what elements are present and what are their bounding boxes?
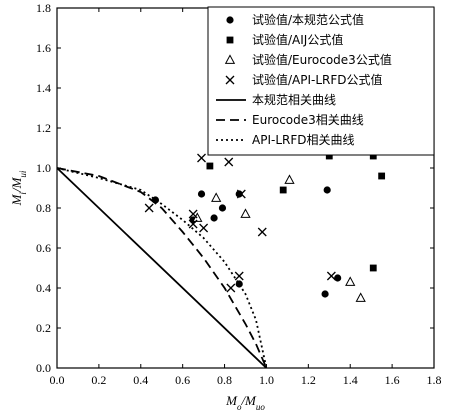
cross-marker-stroke (226, 283, 236, 293)
legend-entry-label: API-LRFD相关曲线 (252, 133, 354, 147)
cross-marker-stroke (199, 223, 209, 233)
x-tick-label: 0.0 (50, 373, 65, 387)
x-tick-label: 1.4 (343, 373, 358, 387)
legend-entry-label: Eurocode3相关曲线 (252, 113, 364, 127)
x-tick-label: 1.0 (259, 373, 274, 387)
solid-curve (56, 167, 268, 369)
square-marker (369, 264, 377, 272)
triangle-marker (224, 54, 236, 64)
cross-marker-stroke (188, 219, 198, 229)
legend-entry-label: 试验值/Eurocode3公式值 (252, 52, 392, 67)
y-tick-label: 1.6 (36, 41, 51, 55)
circle-marker (197, 190, 206, 198)
y-axis-label: Mi/Mui (9, 170, 28, 206)
y-tick-label: 0.2 (36, 321, 51, 335)
y-tick-label: 1.2 (36, 121, 51, 135)
y-tick-label: 0.8 (36, 201, 51, 215)
x-tick-label: 0.4 (133, 373, 148, 387)
cross-marker-stroke (257, 227, 267, 237)
circle-marker (218, 204, 227, 212)
cross-marker-stroke (236, 189, 246, 199)
cross-marker-stroke (234, 271, 244, 281)
x-tick-label: 0.8 (217, 373, 232, 387)
square-marker (369, 152, 377, 160)
circle-marker (210, 214, 218, 222)
square-marker (279, 186, 287, 194)
x-tick-label: 0.6 (175, 373, 190, 387)
triangle-marker (284, 174, 295, 184)
circle-marker (323, 186, 331, 194)
square-marker (206, 162, 214, 170)
square-marker (226, 36, 234, 44)
legend-entry-label: 本规范相关曲线 (252, 92, 336, 107)
triangle-marker (355, 292, 366, 302)
data-points (144, 146, 411, 302)
x-tick-label: 1.8 (427, 373, 442, 387)
cross-marker-stroke (225, 75, 235, 85)
x-tick-label: 1.2 (301, 373, 316, 387)
square-marker (325, 152, 333, 160)
legend: 试验值/本规范公式值试验值/AIJ公式值试验值/Eurocode3公式值试验值/… (207, 6, 435, 156)
circle-marker (226, 16, 234, 24)
cross-marker-stroke (326, 271, 336, 281)
cross-marker-stroke (144, 203, 154, 213)
triangle-marker (240, 208, 251, 218)
y-tick-label: 1.4 (36, 81, 51, 95)
cross-marker-stroke (188, 209, 198, 219)
axis-ticks: 0.0 0.2 0.4 0.6 0.8 1.0 1.2 1.4 1.6 1.8 0.0 0.2 0.4 0… (36, 1, 442, 387)
dashed-curve (56, 167, 268, 369)
triangle-marker (345, 276, 356, 286)
cross-marker-stroke (197, 153, 206, 163)
y-tick-label: 1.0 (36, 161, 51, 175)
circle-marker (321, 290, 329, 298)
circle-marker (151, 196, 160, 204)
x-axis-label: Mo/Muo (225, 393, 265, 412)
circle-marker (334, 274, 342, 282)
x-tick-label: 1.6 (385, 373, 400, 387)
correlation-curves (56, 167, 268, 369)
square-marker (378, 172, 386, 180)
circle-marker (235, 280, 243, 288)
y-tick-label: 0.4 (36, 281, 51, 295)
axis-labels: Mo/Muo Mi/Mui (9, 170, 265, 412)
x-tick-label: 0.2 (91, 373, 106, 387)
y-tick-label: 0.6 (36, 241, 51, 255)
y-tick-label: 1.8 (36, 1, 51, 15)
circle-marker (235, 190, 243, 198)
legend-entry-label: 试验值/API-LRFD公式值 (252, 72, 383, 87)
legend-box (207, 6, 435, 156)
legend-entry-label: 试验值/AIJ公式值 (252, 32, 343, 47)
legend-entry-label: 试验值/本规范公式值 (252, 12, 364, 27)
y-tick-label: 0.0 (36, 361, 51, 375)
triangle-marker (211, 192, 222, 202)
cross-marker-stroke (224, 157, 234, 167)
